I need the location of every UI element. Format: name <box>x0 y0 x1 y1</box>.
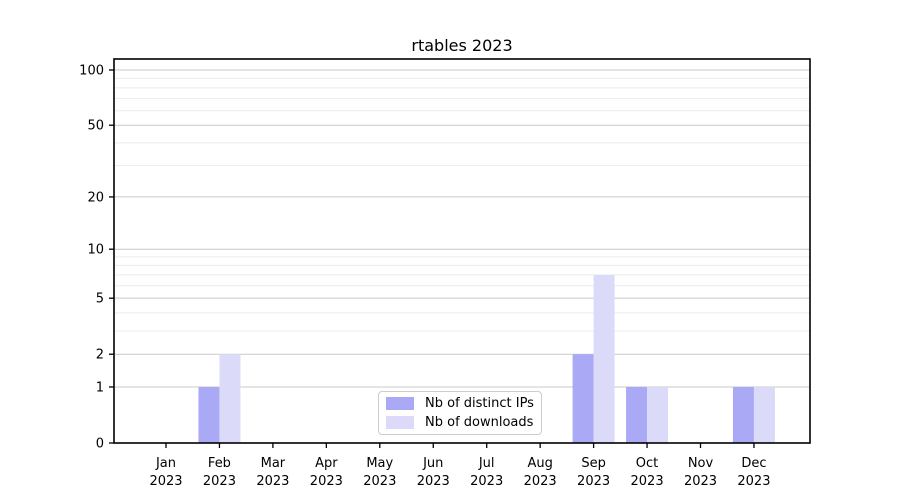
y-tick-label: 1 <box>96 380 104 395</box>
chart-title: rtables 2023 <box>411 36 513 55</box>
bar-distinct-ips-dec <box>732 386 754 443</box>
legend-swatch-downloads <box>386 416 414 430</box>
legend-item-distinct-ips: Nb of distinct IPs <box>386 395 541 412</box>
x-tick-label: Dec 2023 <box>737 456 770 489</box>
bar-downloads-oct <box>647 386 669 443</box>
legend-item-downloads: Nb of downloads <box>386 414 541 431</box>
x-tick-label: Jul 2023 <box>470 456 503 489</box>
x-tick-label: Feb 2023 <box>203 456 236 489</box>
y-tick-label: 100 <box>79 63 104 78</box>
x-tick-label: Aug 2023 <box>524 456 557 489</box>
bar-downloads-sep <box>593 274 615 443</box>
y-tick-label: 50 <box>87 119 104 134</box>
legend: Nb of distinct IPs Nb of downloads <box>378 391 542 435</box>
y-tick-label: 0 <box>96 437 104 452</box>
legend-label-downloads: Nb of downloads <box>425 415 534 431</box>
plot-border <box>113 58 811 444</box>
y-tick-label: 2 <box>96 348 104 363</box>
x-tick-label: May 2023 <box>363 456 396 489</box>
x-tick-label: Jun 2023 <box>417 456 450 489</box>
legend-label-distinct-ips: Nb of distinct IPs <box>425 395 534 411</box>
y-tick-label: 20 <box>87 190 104 205</box>
bar-downloads-feb <box>219 354 241 443</box>
x-tick-label: Apr 2023 <box>310 456 343 489</box>
bar-distinct-ips-sep <box>572 354 594 443</box>
y-tick-label: 10 <box>87 243 104 258</box>
x-tick-label: Oct 2023 <box>631 456 664 489</box>
bar-distinct-ips-feb <box>198 386 220 443</box>
x-tick-label: Sep 2023 <box>577 456 610 489</box>
bar-distinct-ips-oct <box>626 386 648 443</box>
legend-swatch-distinct-ips <box>386 396 414 410</box>
x-tick-label: Mar 2023 <box>256 456 289 489</box>
x-tick-label: Jan 2023 <box>149 456 182 489</box>
bar-downloads-dec <box>753 386 775 443</box>
y-tick-label: 5 <box>96 292 104 307</box>
x-tick-label: Nov 2023 <box>684 456 717 489</box>
